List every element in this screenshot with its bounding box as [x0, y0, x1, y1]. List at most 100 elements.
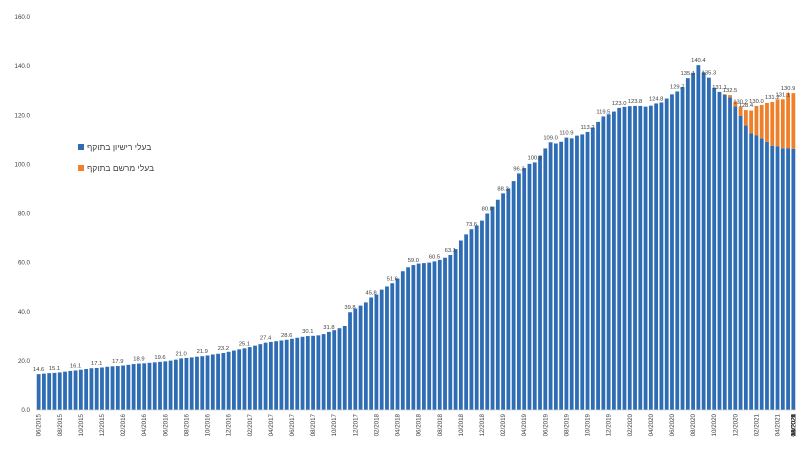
bar-licensed — [464, 234, 469, 410]
data-label: 140.4 — [691, 58, 706, 64]
data-label: 123.8 — [628, 99, 643, 105]
bar-licensed — [617, 107, 622, 410]
bar-licensed — [295, 337, 300, 410]
bar-licensed — [279, 340, 284, 410]
bar-licensed — [42, 373, 46, 410]
bar-licensed — [126, 364, 131, 410]
x-tick-label: 08/2023 — [790, 413, 797, 436]
y-tick-label: 20.0 — [18, 358, 31, 365]
bar-prescription — [759, 104, 764, 139]
data-label: 131.2 — [765, 95, 780, 101]
bar-licensed — [453, 249, 458, 410]
x-axis-tick-labels: 06/2015 08/2015 10/2015 12/2015 02/2016 04/20… — [36, 413, 798, 436]
bar-licensed — [400, 271, 405, 410]
x-tick-label: 10/2022 — [790, 413, 797, 436]
bar-licensed — [173, 359, 178, 410]
y-tick-label: 120.0 — [15, 112, 31, 119]
bar-licensed — [517, 173, 521, 410]
x-tick-label: 08/2020 — [690, 413, 697, 436]
bar-licensed — [253, 345, 257, 410]
bar-licensed — [506, 188, 511, 410]
bar-licensed — [395, 278, 400, 410]
y-tick-label: 100.0 — [15, 161, 31, 168]
bar-licensed — [268, 341, 273, 410]
data-label: 88.2 — [497, 186, 508, 192]
bar-licensed — [332, 330, 337, 410]
data-label: 25.1 — [239, 341, 250, 347]
data-label: 59.0 — [408, 258, 419, 264]
bar-licensed — [448, 255, 453, 410]
bar-licensed — [258, 344, 263, 410]
data-label: 80.0 — [482, 207, 493, 213]
y-tick-label: 80.0 — [18, 211, 31, 218]
bar-licensed — [754, 135, 759, 410]
data-label: 17.9 — [112, 359, 123, 365]
data-label: 130.9 — [781, 86, 796, 92]
x-tick-label: 06/2022 — [790, 413, 797, 436]
data-label: 131.1 — [712, 85, 727, 91]
bar-prescription — [775, 99, 780, 147]
bar-licensed — [474, 225, 479, 410]
bar-licensed — [73, 370, 78, 410]
bar-licensed — [749, 133, 754, 411]
bar-licensed — [638, 105, 643, 410]
bar-licensed — [390, 283, 395, 410]
x-tick-label: 08/2024 — [790, 413, 797, 436]
bar-licensed — [290, 338, 294, 410]
bar-prescription — [728, 95, 732, 98]
bar-licensed — [68, 370, 73, 410]
y-tick-label: 140.0 — [15, 63, 31, 70]
data-label: 39.8 — [344, 305, 355, 311]
bar-licensed — [559, 141, 564, 410]
bar-licensed — [501, 193, 505, 410]
legend-swatch-prescription — [78, 165, 84, 171]
bar-licensed — [311, 335, 315, 410]
x-tick-label: 04/2018 — [395, 413, 402, 436]
bar-licensed — [263, 342, 268, 410]
data-label: 21.0 — [175, 351, 186, 357]
x-tick-label: 02/2017 — [247, 413, 254, 436]
bar-licensed — [78, 369, 83, 410]
y-tick-label: 160.0 — [15, 14, 31, 21]
x-tick-label: 12/2018 — [479, 413, 486, 436]
bar-prescription — [738, 106, 743, 116]
bar-licensed — [110, 366, 115, 410]
data-label: 30.1 — [302, 329, 313, 335]
bar-licensed — [480, 220, 484, 410]
x-tick-label: 10/2021 — [790, 413, 797, 436]
bar-licensed — [57, 372, 62, 410]
bar-licensed — [511, 181, 516, 410]
x-tick-label: 06/2017 — [289, 413, 296, 436]
bar-licensed — [374, 294, 379, 410]
bar-licensed — [548, 142, 553, 411]
data-label: 23.2 — [218, 346, 229, 352]
bar-licensed — [337, 328, 342, 410]
bar-licensed — [89, 368, 94, 410]
x-tick-label: 02/2020 — [627, 413, 634, 436]
x-tick-label: 02/2022 — [790, 413, 797, 436]
x-tick-label: 12/2021 — [790, 413, 797, 436]
bar-licensed — [321, 334, 326, 410]
bar-licensed — [300, 336, 305, 410]
data-label: 16.1 — [70, 363, 81, 369]
x-tick-label: 08/2021 — [790, 413, 797, 436]
bar-licensed — [353, 308, 358, 410]
bar-licensed — [532, 162, 537, 410]
bar-licensed — [158, 361, 162, 410]
bar-licensed — [765, 141, 769, 410]
bar-licensed — [379, 289, 384, 410]
bar-licensed — [63, 371, 67, 410]
x-tick-label: 10/2020 — [711, 413, 718, 436]
bar-licensed — [590, 127, 595, 410]
bar-licensed — [121, 365, 125, 410]
x-tick-label: 12/2024 — [790, 413, 797, 436]
bar-licensed — [179, 358, 184, 410]
bar-licensed — [648, 105, 653, 410]
bar-licensed — [633, 105, 637, 410]
bar-licensed — [163, 361, 168, 410]
bar-licensed — [527, 163, 532, 410]
data-label: 17.1 — [91, 361, 102, 367]
data-label: 130.2 — [733, 100, 748, 106]
bar-licensed — [411, 265, 416, 410]
bar-licensed — [759, 138, 764, 410]
